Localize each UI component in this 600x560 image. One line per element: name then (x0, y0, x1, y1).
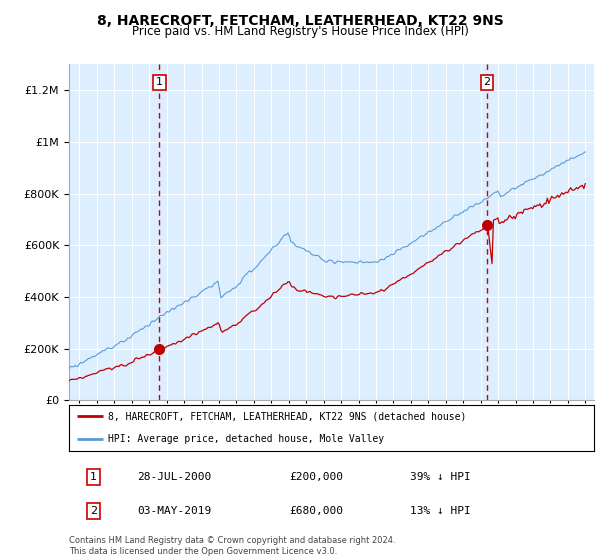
Text: Contains HM Land Registry data © Crown copyright and database right 2024.
This d: Contains HM Land Registry data © Crown c… (69, 536, 395, 556)
Text: 1: 1 (156, 77, 163, 87)
Text: 1: 1 (90, 472, 97, 482)
Text: 39% ↓ HPI: 39% ↓ HPI (410, 472, 471, 482)
Text: 8, HARECROFT, FETCHAM, LEATHERHEAD, KT22 9NS: 8, HARECROFT, FETCHAM, LEATHERHEAD, KT22… (97, 14, 503, 28)
Text: Price paid vs. HM Land Registry's House Price Index (HPI): Price paid vs. HM Land Registry's House … (131, 25, 469, 38)
Text: £200,000: £200,000 (290, 472, 343, 482)
Text: 13% ↓ HPI: 13% ↓ HPI (410, 506, 471, 516)
Text: 2: 2 (484, 77, 491, 87)
Text: 2: 2 (90, 506, 97, 516)
Text: 28-JUL-2000: 28-JUL-2000 (137, 472, 212, 482)
Text: HPI: Average price, detached house, Mole Valley: HPI: Average price, detached house, Mole… (109, 435, 385, 444)
Text: 03-MAY-2019: 03-MAY-2019 (137, 506, 212, 516)
Text: 8, HARECROFT, FETCHAM, LEATHERHEAD, KT22 9NS (detached house): 8, HARECROFT, FETCHAM, LEATHERHEAD, KT22… (109, 412, 467, 421)
Text: £680,000: £680,000 (290, 506, 343, 516)
